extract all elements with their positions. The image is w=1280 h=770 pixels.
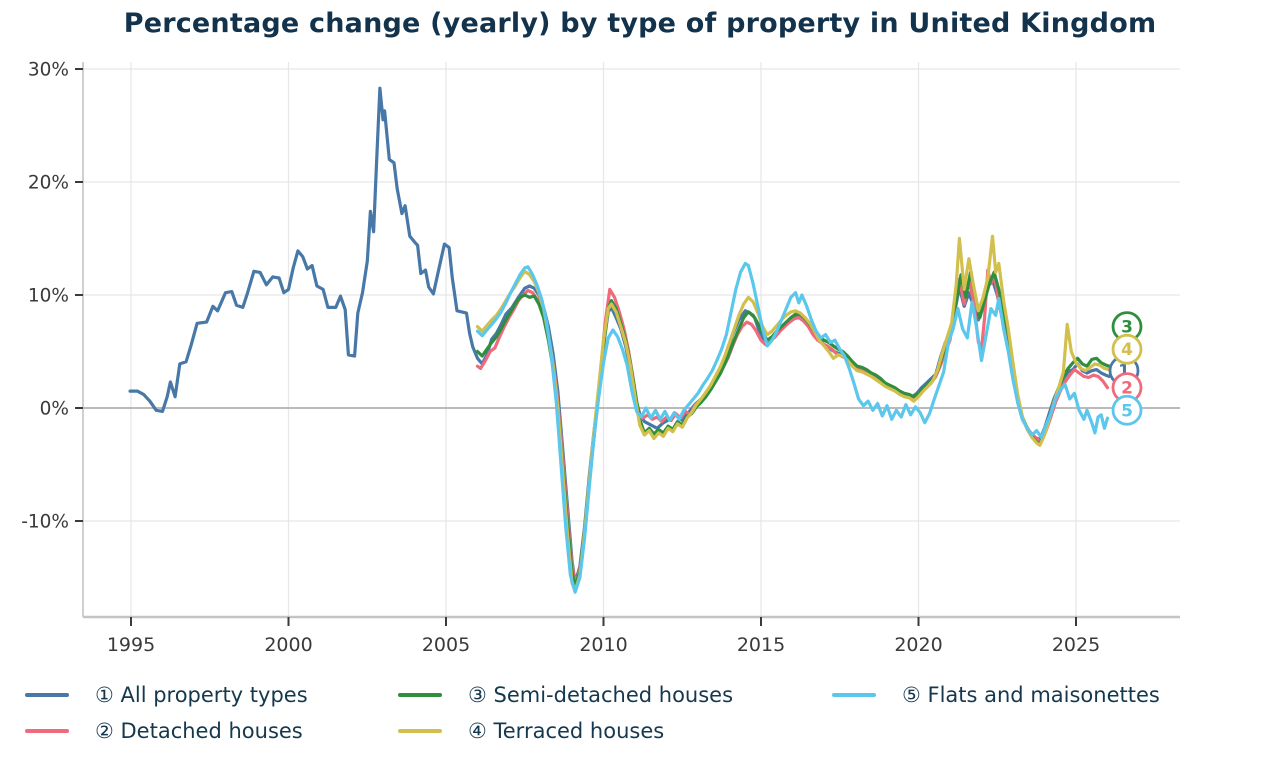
x-tick-label: 2000 — [264, 634, 312, 656]
svg-text:3: 3 — [1121, 318, 1133, 338]
legend: ① All property types ② Detached houses ③ S… — [0, 670, 1280, 770]
x-tick-label: 2005 — [422, 634, 470, 656]
y-tick-label: 20% — [28, 173, 69, 194]
x-tick-label: 2010 — [579, 634, 627, 656]
legend-item-3[interactable]: ③ Semi-detached houses — [398, 678, 733, 712]
legend-item-4[interactable]: ④ Terraced houses — [398, 714, 664, 748]
x-tick-label: 2025 — [1052, 634, 1100, 656]
legend-swatch-1 — [25, 693, 69, 697]
legend-label-5: ⑤ Flats and maisonettes — [902, 683, 1160, 707]
x-tick-label: 1995 — [107, 634, 155, 656]
legend-item-5[interactable]: ⑤ Flats and maisonettes — [832, 678, 1160, 712]
legend-label-3: ③ Semi-detached houses — [468, 683, 734, 707]
series-line-4[interactable] — [475, 234, 1111, 593]
series-line-1[interactable] — [128, 86, 1111, 585]
svg-text:4: 4 — [1121, 340, 1133, 360]
series-end-marker-3[interactable]: 3 — [1111, 311, 1143, 343]
legend-label-1: ① All property types — [95, 683, 308, 707]
legend-swatch-4 — [398, 729, 442, 733]
series-line-5[interactable] — [475, 261, 1110, 594]
y-tick-label: -10% — [21, 512, 69, 533]
svg-text:1: 1 — [1118, 362, 1130, 382]
legend-label-2: ② Detached houses — [95, 719, 303, 743]
series-end-marker-5[interactable]: 5 — [1111, 394, 1143, 426]
svg-text:2: 2 — [1121, 379, 1133, 399]
chart-title: Percentage change (yearly) by type of pr… — [123, 8, 1157, 39]
y-tick-label: 10% — [28, 286, 69, 307]
legend-item-2[interactable]: ② Detached houses — [25, 714, 303, 748]
y-tick-label: 0% — [40, 399, 69, 420]
series-end-marker-4[interactable]: 4 — [1111, 333, 1143, 365]
plot-area: 30% 20% 10% 0% -10% 1995 2000 2005 2010 2015 2020 2… — [21, 60, 1180, 656]
legend-swatch-5 — [832, 693, 876, 697]
x-tick-label: 2015 — [737, 634, 785, 656]
svg-text:5: 5 — [1121, 401, 1133, 421]
legend-swatch-3 — [398, 693, 442, 697]
legend-label-4: ④ Terraced houses — [468, 719, 665, 743]
legend-swatch-2 — [25, 729, 69, 733]
legend-item-1[interactable]: ① All property types — [25, 678, 308, 712]
x-tick-label: 2020 — [894, 634, 942, 656]
y-tick-label: 30% — [28, 60, 69, 81]
